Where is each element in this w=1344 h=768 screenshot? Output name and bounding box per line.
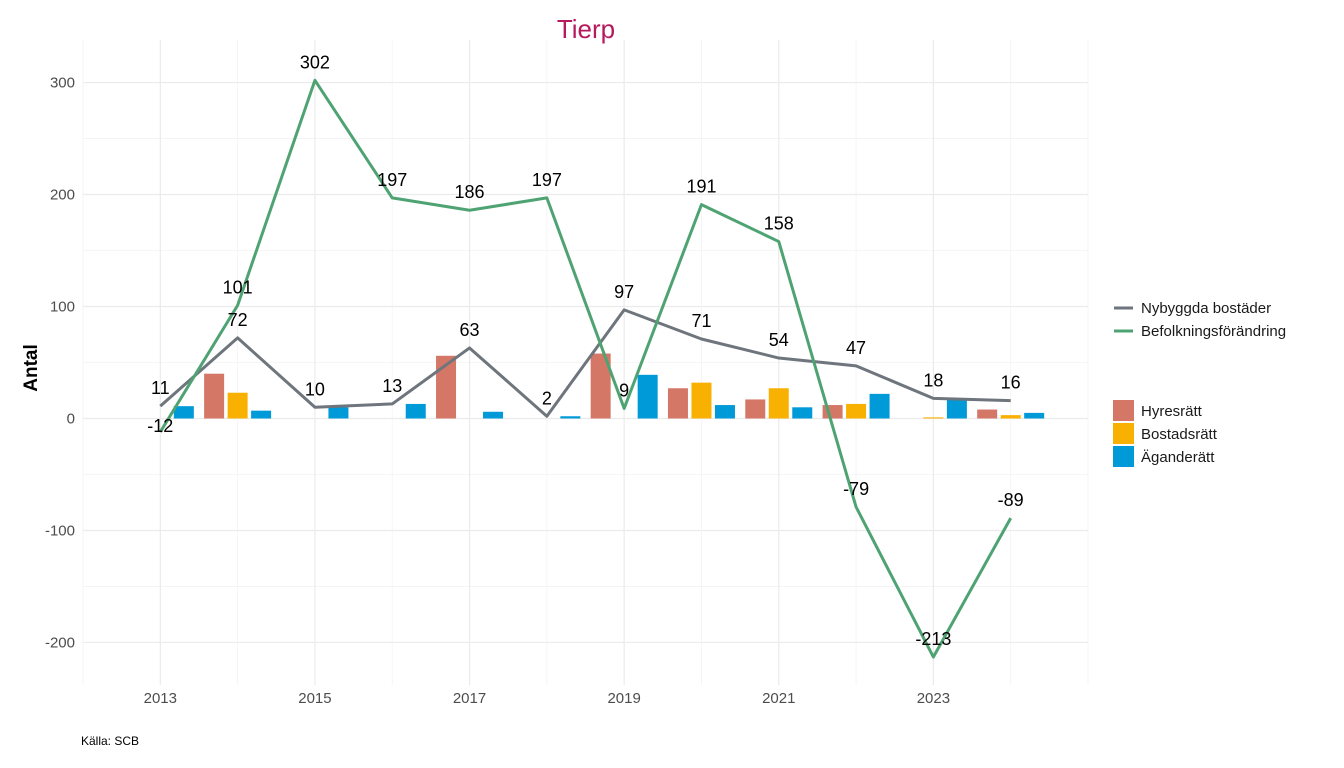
x-tick-label: 2023: [917, 690, 950, 707]
chart-title: Tierp: [557, 14, 615, 44]
bar-gandertt-2019: [637, 374, 658, 419]
data-label: 71: [691, 311, 711, 331]
data-label: 101: [223, 277, 253, 297]
legend-lines: Nybyggda bostäder Befolkningsförändring: [1114, 300, 1286, 340]
data-label: 18: [923, 370, 943, 390]
data-label: -213: [915, 629, 951, 649]
data-label: -79: [843, 479, 869, 499]
bar-hyresrtt-2014: [204, 373, 225, 419]
legend-line-label: Nybyggda bostäder: [1141, 300, 1271, 317]
data-label: 13: [382, 376, 402, 396]
legend-bar-swatch: [1113, 423, 1134, 444]
y-tick-label: -200: [45, 634, 75, 651]
bar-gandertt-2016: [405, 403, 426, 419]
bar-bostadsrtt-2022: [846, 403, 867, 419]
y-tick-label: 300: [50, 75, 75, 92]
data-label: 197: [532, 170, 562, 190]
bars: [173, 353, 1045, 419]
x-tick-label: 2021: [762, 690, 795, 707]
bar-hyresrtt-2019: [590, 353, 611, 419]
bar-gandertt-2021: [792, 407, 813, 419]
x-tick-label: 2017: [453, 690, 486, 707]
data-label: 10: [305, 379, 325, 399]
bar-hyresrtt-2020: [667, 388, 688, 419]
bar-gandertt-2022: [869, 393, 890, 419]
data-label: 158: [764, 214, 794, 234]
y-tick-label: 0: [67, 410, 75, 427]
data-label: 16: [1001, 373, 1021, 393]
bar-hyresrtt-2024: [977, 409, 998, 419]
data-label: 11: [151, 378, 170, 398]
data-label: 72: [228, 310, 248, 330]
bar-gandertt-2024: [1024, 412, 1045, 419]
lines: [159, 78, 1013, 659]
data-label: 47: [846, 338, 866, 358]
legend-bar-label: Äganderätt: [1141, 449, 1215, 466]
legend-line-label: Befolkningsförändring: [1141, 323, 1286, 340]
y-tick-label: 200: [50, 187, 75, 204]
data-labels: 11 72 10 13 63 2 97 71 54 47 18 16 -12 101 302 197 186 19…: [147, 52, 1023, 649]
x-tick-label: 2013: [144, 690, 177, 707]
data-label: -12: [147, 416, 173, 436]
bar-bostadsrtt-2020: [691, 382, 712, 419]
line-nybyggda-bostader: [159, 308, 1011, 418]
bar-gandertt-2017: [483, 411, 504, 419]
bar-hyresrtt-2021: [745, 399, 766, 419]
y-axis-label: Antal: [21, 344, 42, 392]
data-label: -89: [998, 490, 1024, 510]
y-tick-label: -100: [45, 522, 75, 539]
legend-bar-swatch: [1113, 400, 1134, 421]
legend-bar-label: Hyresrätt: [1141, 403, 1203, 420]
data-label: 97: [614, 282, 634, 302]
bar-hyresrtt-2017: [436, 355, 457, 419]
grid: [82, 40, 1089, 685]
bar-bostadsrtt-2023: [923, 417, 944, 419]
data-label: 186: [455, 182, 485, 202]
caption-source: Källa: SCB: [81, 734, 139, 748]
bar-gandertt-2018: [560, 416, 581, 419]
data-label: 9: [619, 380, 629, 400]
bar-bostadsrtt-2014: [227, 392, 248, 419]
data-label: 2: [542, 388, 552, 408]
data-label: 197: [377, 170, 407, 190]
bar-gandertt-2013: [173, 406, 194, 419]
bar-gandertt-2014: [251, 410, 272, 419]
x-tick-label: 2015: [298, 690, 331, 707]
y-tick-label: 100: [50, 299, 75, 316]
data-label: 302: [300, 52, 330, 72]
bar-gandertt-2015: [328, 407, 349, 419]
x-axis-ticks: 2013 2015 2017 2019 2021 2023: [144, 690, 950, 707]
legend-bars: Hyresrätt Bostadsrätt Äganderätt: [1113, 400, 1218, 467]
bar-bostadsrtt-2021: [768, 388, 789, 419]
bar-gandertt-2020: [714, 405, 735, 419]
data-label: 191: [686, 177, 716, 197]
line-befolkningsforandring: [159, 78, 1013, 659]
data-label: 54: [769, 330, 789, 350]
legend-bar-label: Bostadsrätt: [1141, 426, 1218, 443]
x-tick-label: 2019: [607, 690, 640, 707]
legend-bar-swatch: [1113, 446, 1134, 467]
y-axis-ticks: 300 200 100 0 -100 -200: [45, 75, 75, 652]
bar-bostadsrtt-2024: [1000, 415, 1021, 419]
bar-gandertt-2023: [946, 399, 967, 419]
data-label: 63: [460, 320, 480, 340]
